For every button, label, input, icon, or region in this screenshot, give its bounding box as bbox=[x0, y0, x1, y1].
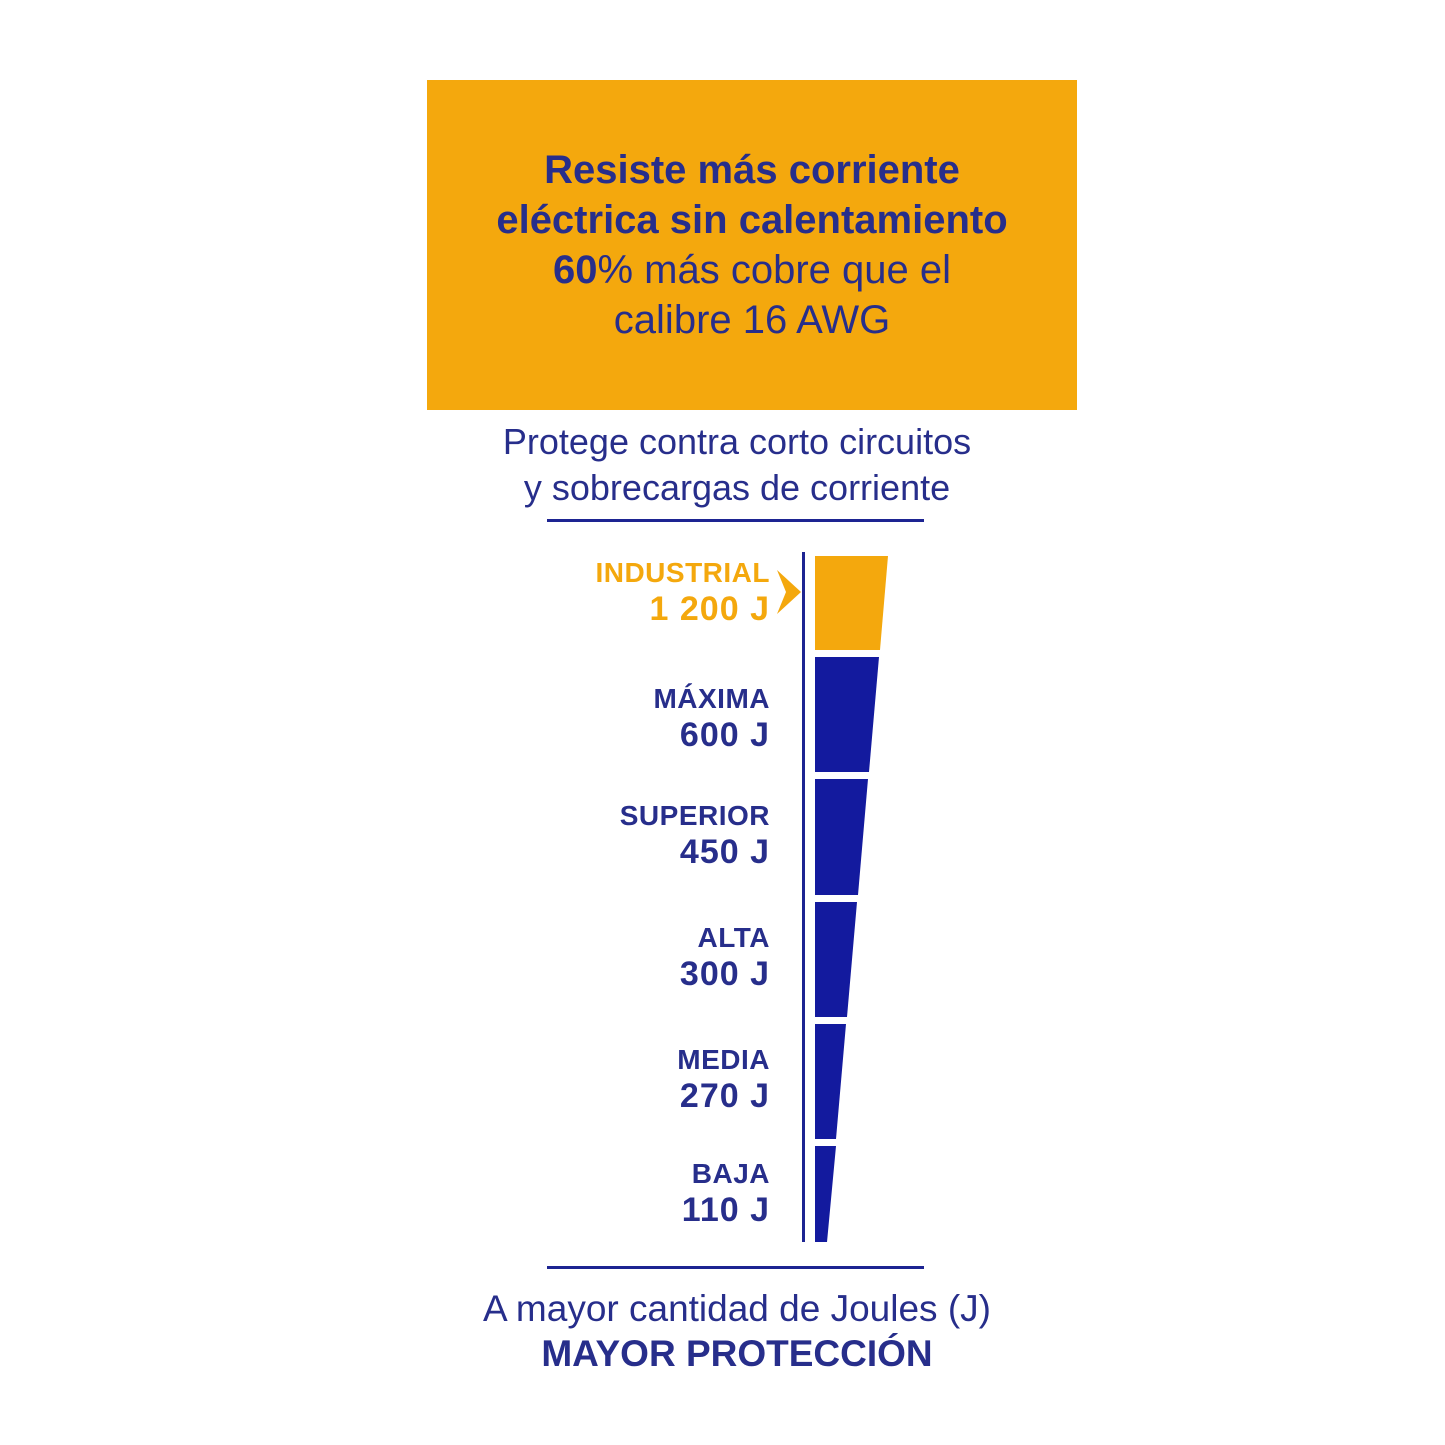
level-value: 600 J bbox=[679, 716, 770, 754]
header-line-2: eléctrica sin calentamiento bbox=[496, 198, 1008, 242]
level-label-maxima: MÁXIMA 600 J bbox=[653, 682, 770, 754]
chart-caption: A mayor cantidad de Joules (J) MAYOR PRO… bbox=[282, 1286, 1192, 1376]
level-label-alta: ALTA 300 J bbox=[680, 921, 770, 993]
funnel-segment-media bbox=[815, 1024, 846, 1139]
chart-caption-line-2: MAYOR PROTECCIÓN bbox=[541, 1333, 933, 1374]
level-value: 110 J bbox=[681, 1191, 770, 1229]
level-value: 270 J bbox=[679, 1077, 770, 1115]
level-name: MEDIA bbox=[677, 1044, 770, 1075]
funnel-segment-superior bbox=[815, 779, 868, 895]
chart-subtitle-line-2: y sobrecargas de corriente bbox=[523, 467, 951, 508]
level-value: 300 J bbox=[679, 955, 770, 993]
level-name: INDUSTRIAL bbox=[595, 557, 770, 588]
level-value: 450 J bbox=[679, 833, 770, 871]
header-line-3: 60% más cobre que el bbox=[553, 245, 951, 295]
level-label-industrial: INDUSTRIAL 1 200 J bbox=[595, 556, 770, 628]
header-line-4: calibre 16 AWG bbox=[613, 298, 891, 342]
level-name: MÁXIMA bbox=[653, 683, 770, 714]
header-line-3-percent: 60 bbox=[552, 248, 598, 292]
divider-line-top bbox=[547, 519, 924, 522]
level-value: 1 200 J bbox=[649, 590, 770, 628]
chart-caption-line-1: A mayor cantidad de Joules (J) bbox=[483, 1288, 991, 1329]
level-name: SUPERIOR bbox=[619, 800, 770, 831]
chart-subtitle: Protege contra corto circuitos y sobreca… bbox=[282, 419, 1192, 511]
funnel-segment-maxima bbox=[815, 657, 879, 772]
funnel-segment-industrial bbox=[815, 556, 888, 650]
level-label-superior: SUPERIOR 450 J bbox=[620, 799, 770, 871]
header-line-1: Resiste más corriente bbox=[544, 148, 960, 192]
level-label-baja: BAJA 110 J bbox=[682, 1157, 770, 1229]
divider-line-bottom bbox=[547, 1266, 924, 1269]
funnel-segment-baja bbox=[815, 1146, 836, 1242]
chart-subtitle-line-1: Protege contra corto circuitos bbox=[502, 421, 972, 462]
level-name: BAJA bbox=[691, 1158, 770, 1189]
level-label-media: MEDIA 270 J bbox=[677, 1043, 770, 1115]
chevron-right-icon bbox=[777, 570, 801, 614]
header-line-3-rest: % más cobre que el bbox=[597, 248, 951, 292]
level-name: ALTA bbox=[697, 922, 770, 953]
funnel-axis-line bbox=[802, 552, 805, 1242]
funnel-segment-alta bbox=[815, 902, 857, 1017]
header-banner: Resiste más corriente eléctrica sin cale… bbox=[427, 80, 1077, 410]
